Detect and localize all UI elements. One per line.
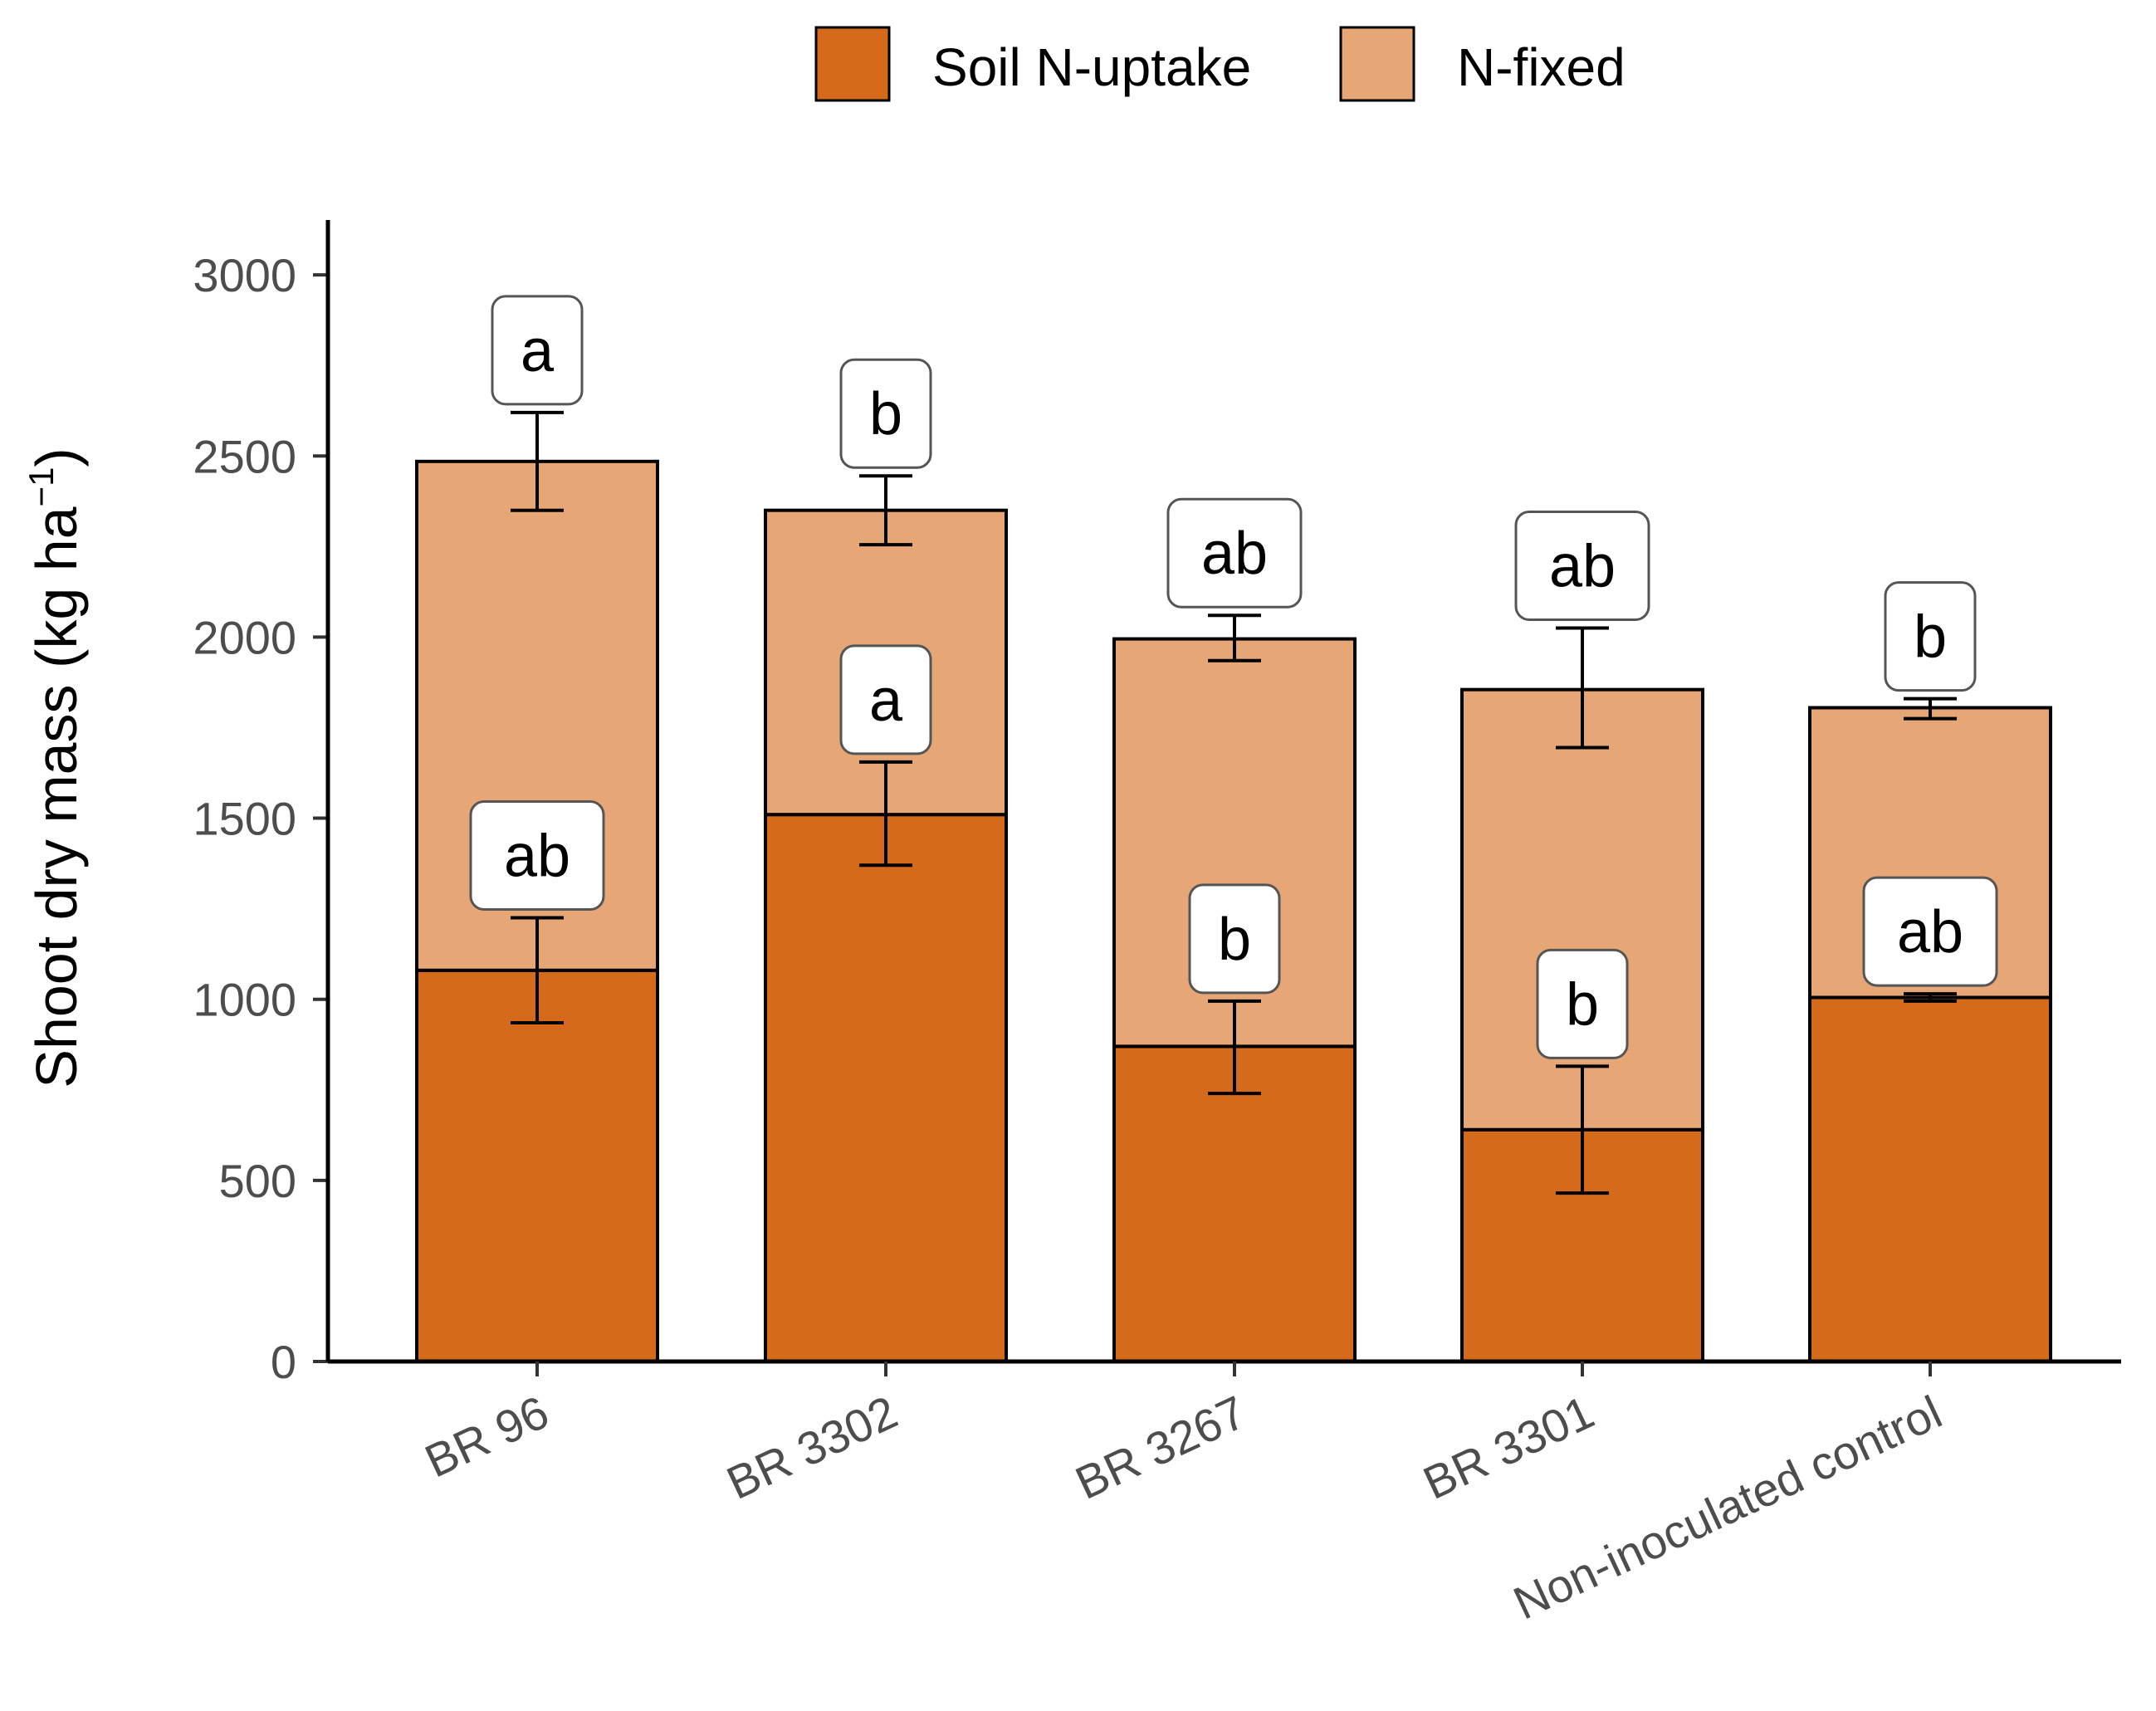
sig-letter-soil-n-uptake-br-3301-box bbox=[1536, 948, 1629, 1059]
sig-letter-soil-n-uptake-br-3302-text: a bbox=[869, 667, 903, 734]
sig-letter-soil-n-uptake-non-inoculated-control-text: ab bbox=[1897, 899, 1963, 965]
bar-soil-n-uptake-non-inoculated-control bbox=[1808, 995, 2052, 1364]
y-tick-label: 500 bbox=[219, 1155, 296, 1207]
error-bar-soil-n-uptake-br-3267 bbox=[1208, 999, 1261, 1096]
error-bar-n-fixed-non-inoculated-control bbox=[1904, 697, 1957, 721]
x-tick-label-br-96: BR 96 bbox=[417, 1386, 556, 1488]
bar-soil-n-uptake-br-3301 bbox=[1460, 1127, 1704, 1363]
sig-letter-n-fixed-br-3302: b bbox=[839, 358, 932, 469]
sig-letter-soil-n-uptake-non-inoculated-control-box bbox=[1862, 876, 1998, 987]
y-axis-title-close: ) bbox=[24, 447, 89, 467]
sig-letter-soil-n-uptake-br-3301: b bbox=[1536, 948, 1629, 1059]
sig-letter-n-fixed-br-3301-box bbox=[1514, 510, 1650, 621]
sig-letter-n-fixed-br-3267-box bbox=[1166, 497, 1303, 609]
error-bar-n-fixed-br-3267 bbox=[1208, 614, 1261, 662]
sig-letter-n-fixed-br-96-box bbox=[491, 295, 584, 406]
sig-letter-soil-n-uptake-non-inoculated-control: ab bbox=[1862, 876, 1998, 987]
error-bar-n-fixed-br-3302 bbox=[859, 474, 912, 547]
sig-letter-soil-n-uptake-br-3302-box bbox=[839, 644, 932, 755]
error-bar-n-fixed-br-96 bbox=[511, 410, 564, 512]
legend: Soil N-uptake N-fixed bbox=[814, 26, 1626, 102]
sig-letter-n-fixed-non-inoculated-control: b bbox=[1884, 581, 1977, 692]
y-tick-label: 2000 bbox=[193, 611, 296, 663]
sig-letter-soil-n-uptake-br-3267-box bbox=[1188, 883, 1281, 995]
error-bar-soil-n-uptake-br-3301 bbox=[1556, 1064, 1609, 1195]
sig-letter-n-fixed-br-3301-text: ab bbox=[1549, 533, 1616, 599]
x-tick-label-br-3301: BR 3301 bbox=[1415, 1386, 1601, 1509]
error-bar-soil-n-uptake-br-3302 bbox=[859, 760, 912, 868]
sig-letter-n-fixed-br-3267-text: ab bbox=[1201, 521, 1268, 587]
y-axis-title-main: Shoot dry mass (kg ha bbox=[24, 506, 89, 1088]
y-tick-label: 2500 bbox=[193, 430, 296, 482]
sig-letter-n-fixed-br-3301: ab bbox=[1514, 510, 1650, 621]
sig-letter-n-fixed-br-3302-text: b bbox=[869, 381, 902, 447]
sig-letter-soil-n-uptake-br-96-text: ab bbox=[504, 824, 570, 890]
sig-letter-soil-n-uptake-br-96: ab bbox=[469, 800, 605, 912]
sig-letter-soil-n-uptake-br-3267: b bbox=[1188, 883, 1281, 995]
x-axis-ticks: BR 96 BR 3302 BR 3267 BR 3301Non-inoculated… bbox=[417, 1361, 1949, 1630]
y-tick-label: 1500 bbox=[193, 793, 296, 845]
axes bbox=[325, 220, 2121, 1364]
y-axis-title: Shoot dry mass (kg ha−1) bbox=[22, 447, 89, 1088]
sig-letter-soil-n-uptake-br-3302: a bbox=[839, 644, 932, 755]
sig-letter-n-fixed-br-96-text: a bbox=[521, 318, 555, 384]
sig-letter-n-fixed-br-3267: ab bbox=[1166, 497, 1303, 609]
error-bar-n-fixed-br-3301 bbox=[1556, 626, 1609, 750]
sig-letter-n-fixed-non-inoculated-control-text: b bbox=[1914, 604, 1947, 671]
svg-text:Shoot dry mass (kg ha−1): Shoot dry mass (kg ha−1) bbox=[22, 447, 89, 1088]
y-tick-label: 1000 bbox=[193, 974, 296, 1026]
legend-label-soil-n-uptake: Soil N-uptake bbox=[932, 37, 1251, 97]
x-tick-label-br-3267: BR 3267 bbox=[1068, 1386, 1254, 1509]
sig-letter-n-fixed-br-3302-box bbox=[839, 358, 932, 469]
bar-soil-n-uptake-br-3302 bbox=[764, 813, 1008, 1363]
x-tick-label-br-3302: BR 3302 bbox=[719, 1386, 905, 1509]
sig-letter-n-fixed-non-inoculated-control-box bbox=[1884, 581, 1977, 692]
legend-swatch-n-fixed bbox=[1339, 26, 1415, 102]
bars bbox=[415, 459, 2052, 1364]
error-bars bbox=[511, 410, 1957, 1195]
y-axis-ticks: 0 500 1000 1500 2000 2500 3000 bbox=[193, 249, 328, 1388]
error-bar-soil-n-uptake-br-96 bbox=[511, 916, 564, 1025]
bar-soil-n-uptake-br-96 bbox=[415, 968, 659, 1364]
y-axis-title-exponent: −1 bbox=[22, 467, 61, 507]
bar-n-fixed-br-3301 bbox=[1460, 687, 1704, 1132]
sig-letter-soil-n-uptake-br-96-box bbox=[469, 800, 605, 912]
sig-letter-soil-n-uptake-br-3301-text: b bbox=[1566, 971, 1599, 1038]
legend-swatch-soil-n-uptake bbox=[814, 26, 891, 102]
y-tick-label: 0 bbox=[271, 1336, 296, 1388]
legend-label-n-fixed: N-fixed bbox=[1457, 37, 1626, 97]
sig-letter-soil-n-uptake-br-3267-text: b bbox=[1218, 907, 1251, 973]
sig-letter-n-fixed-br-96: a bbox=[491, 295, 584, 406]
bar-soil-n-uptake-br-3267 bbox=[1112, 1044, 1357, 1363]
error-bar-soil-n-uptake-non-inoculated-control bbox=[1904, 992, 1957, 1003]
y-tick-label: 3000 bbox=[193, 249, 296, 301]
